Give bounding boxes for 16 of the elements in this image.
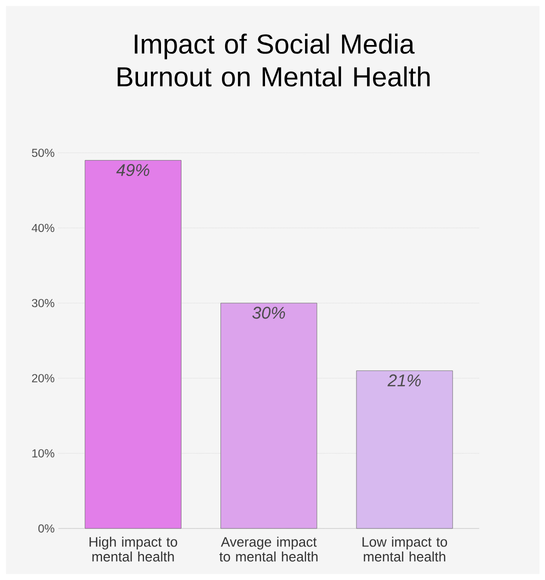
x-tick-label: Average impact to mental health	[219, 536, 318, 562]
chart-title: Impact of Social Media Burnout on Mental Health	[118, 34, 430, 87]
y-tick-label: 40%	[32, 224, 54, 232]
bar	[220, 302, 317, 529]
y-tick-label: 0%	[38, 524, 54, 533]
x-tick-label: High impact to mental health	[89, 536, 177, 562]
y-tick-label: 30%	[32, 298, 54, 308]
data-label: 49%	[116, 164, 150, 176]
bar	[84, 160, 182, 529]
y-tick-label: 20%	[32, 374, 54, 382]
bar	[356, 370, 453, 529]
y-tick-label: 50%	[32, 148, 54, 157]
y-tick-label: 10%	[32, 449, 54, 458]
data-label: 21%	[387, 374, 420, 386]
x-tick-label: Low impact to mental health	[362, 536, 447, 562]
data-label: 30%	[252, 306, 285, 319]
